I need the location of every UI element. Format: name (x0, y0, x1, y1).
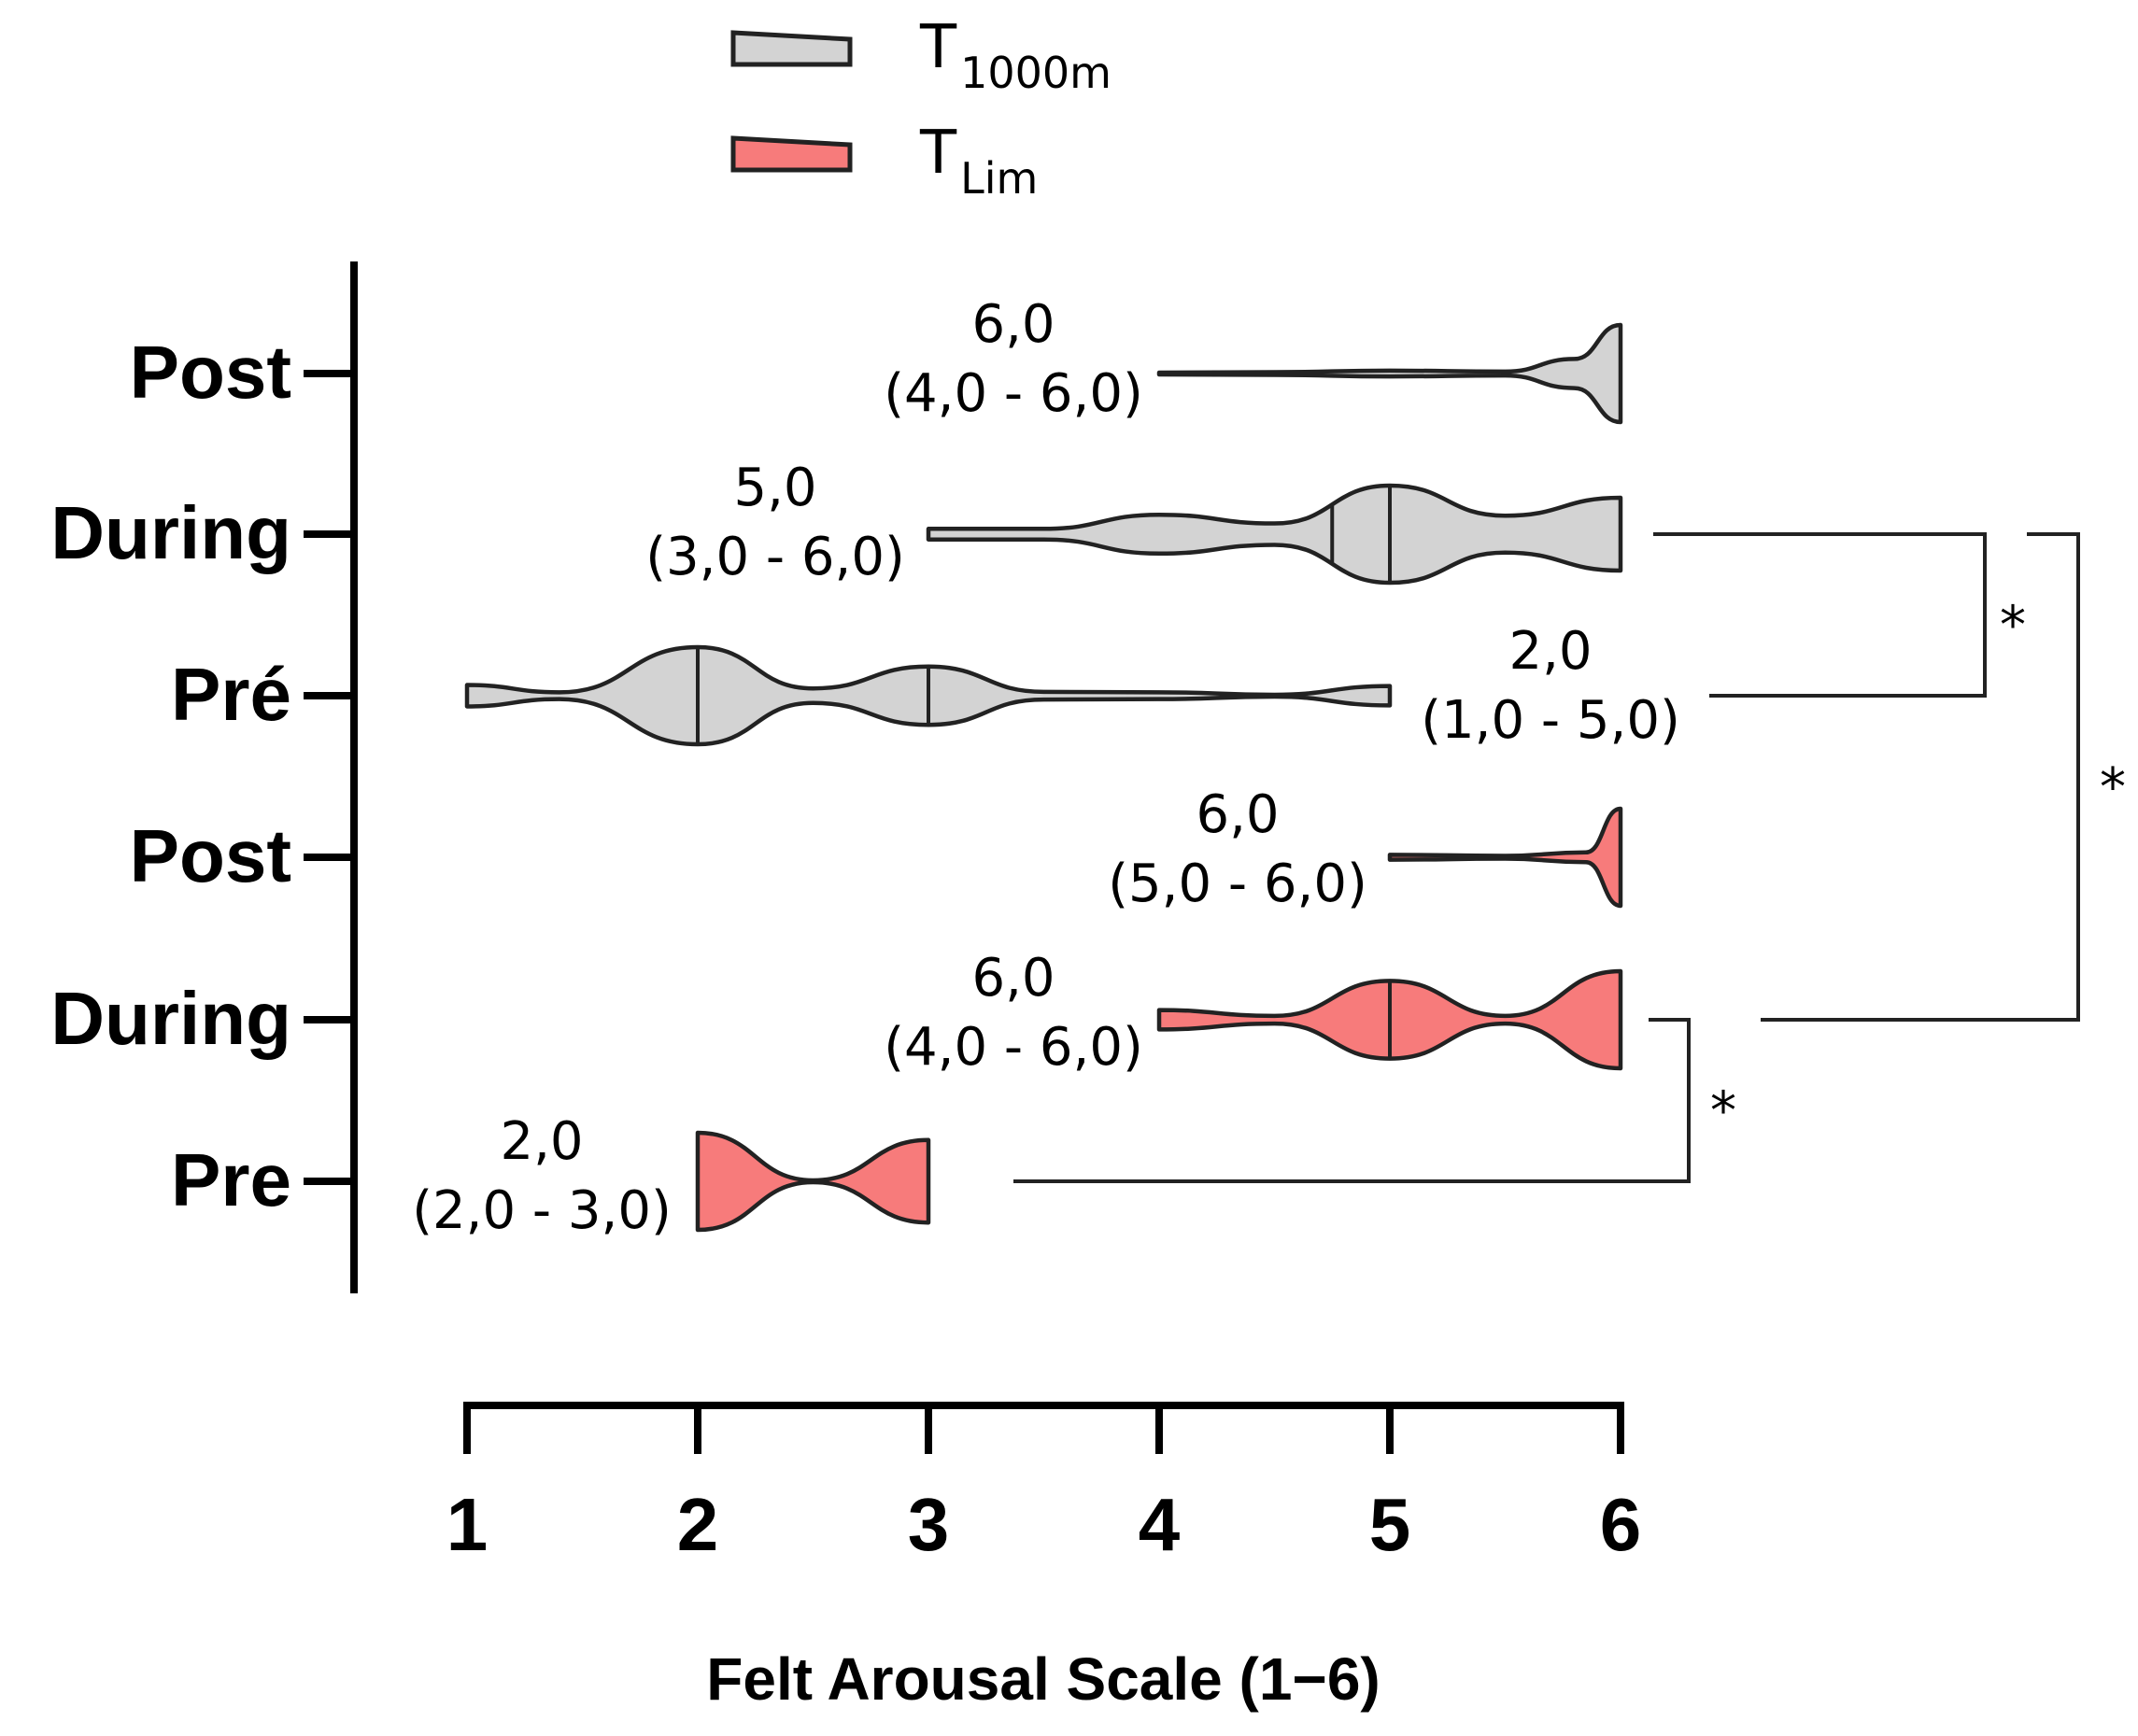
x-tick-label: 4 (1139, 1483, 1181, 1566)
violin-annotation: 2,0 (1,0 - 5,0) (1421, 621, 1680, 751)
legend-label-main: T (919, 119, 957, 188)
violin-annotation: 2,0 (2,0 - 3,0) (412, 1111, 672, 1241)
significance-brackets: * * * (1013, 532, 2126, 1183)
legend-entry: T1000m (730, 13, 1111, 98)
significance-bracket: * (1761, 532, 2126, 1022)
annotation-median: 2,0 (500, 1111, 583, 1172)
legend-swatch (730, 30, 853, 67)
violin-annotation: 6,0 (5,0 - 6,0) (1108, 784, 1367, 914)
y-tick-label: Pré (171, 653, 291, 736)
violins (464, 322, 1623, 1233)
annotation-range: (5,0 - 6,0) (1108, 854, 1367, 914)
annotation-range: (4,0 - 6,0) (884, 1017, 1143, 1078)
annotation-median: 2,0 (1508, 621, 1592, 682)
violin-annotation: 5,0 (3,0 - 6,0) (645, 458, 905, 587)
annotation-range: (3,0 - 6,0) (645, 527, 905, 587)
significance-star: * (2000, 596, 2026, 656)
legend-label-sub: Lim (960, 153, 1038, 204)
violin-body (1387, 806, 1623, 909)
significance-bracket: * (1653, 532, 2026, 698)
annotation-range: (4,0 - 6,0) (884, 363, 1143, 424)
legend-swatch (730, 135, 853, 173)
annotation-median: 6,0 (971, 948, 1055, 1009)
violin (926, 483, 1623, 586)
x-tick-label: 5 (1369, 1483, 1411, 1566)
violin (695, 1130, 931, 1233)
legend-label-main: T (919, 13, 957, 82)
annotations: 6,0 (4,0 - 6,0) 5,0 (3,0 - 6,0) 2,0 (1,0 - 5,… (412, 294, 1680, 1241)
bracket-line (1653, 532, 1987, 698)
violin-annotation: 6,0 (4,0 - 6,0) (884, 948, 1143, 1078)
significance-bracket: * (1013, 1018, 1736, 1183)
annotation-range: (2,0 - 3,0) (412, 1180, 672, 1241)
legend-label-sub: 1000m (960, 48, 1111, 98)
annotation-median: 6,0 (971, 294, 1055, 355)
violin (1156, 322, 1623, 425)
violin (1387, 806, 1623, 909)
y-tick-label: Post (130, 331, 291, 414)
y-axis: Post During Pré Post During Pre (50, 261, 358, 1293)
violin-body (695, 1130, 931, 1233)
y-tick-label: During (50, 977, 291, 1060)
y-tick-label: Post (130, 814, 291, 897)
legend-entry: TLim (730, 119, 1038, 204)
y-tick-label: During (50, 491, 291, 574)
violin (464, 644, 1393, 747)
x-tick-label: 1 (446, 1483, 488, 1566)
legend-label: TLim (919, 119, 1038, 204)
annotation-median: 5,0 (733, 458, 816, 518)
x-axis: 1 2 3 4 5 6 Felt Arousal Scale (1−6) (446, 1402, 1642, 1713)
annotation-range: (1,0 - 5,0) (1421, 690, 1680, 751)
x-tick-label: 2 (677, 1483, 719, 1566)
violin (1156, 968, 1623, 1071)
violin-annotation: 6,0 (4,0 - 6,0) (884, 294, 1143, 424)
x-tick-label: 6 (1600, 1483, 1642, 1566)
annotation-median: 6,0 (1196, 784, 1279, 845)
violin-body (926, 483, 1623, 586)
bracket-line (1013, 1018, 1691, 1183)
x-axis-title: Felt Arousal Scale (1−6) (706, 1645, 1380, 1713)
violin-body (1156, 322, 1623, 425)
significance-star: * (1710, 1081, 1736, 1142)
bracket-line (1761, 532, 2080, 1022)
significance-star: * (2100, 757, 2126, 818)
y-tick-label: Pre (171, 1138, 291, 1221)
legend-label: T1000m (919, 13, 1111, 98)
x-tick-label: 3 (908, 1483, 950, 1566)
